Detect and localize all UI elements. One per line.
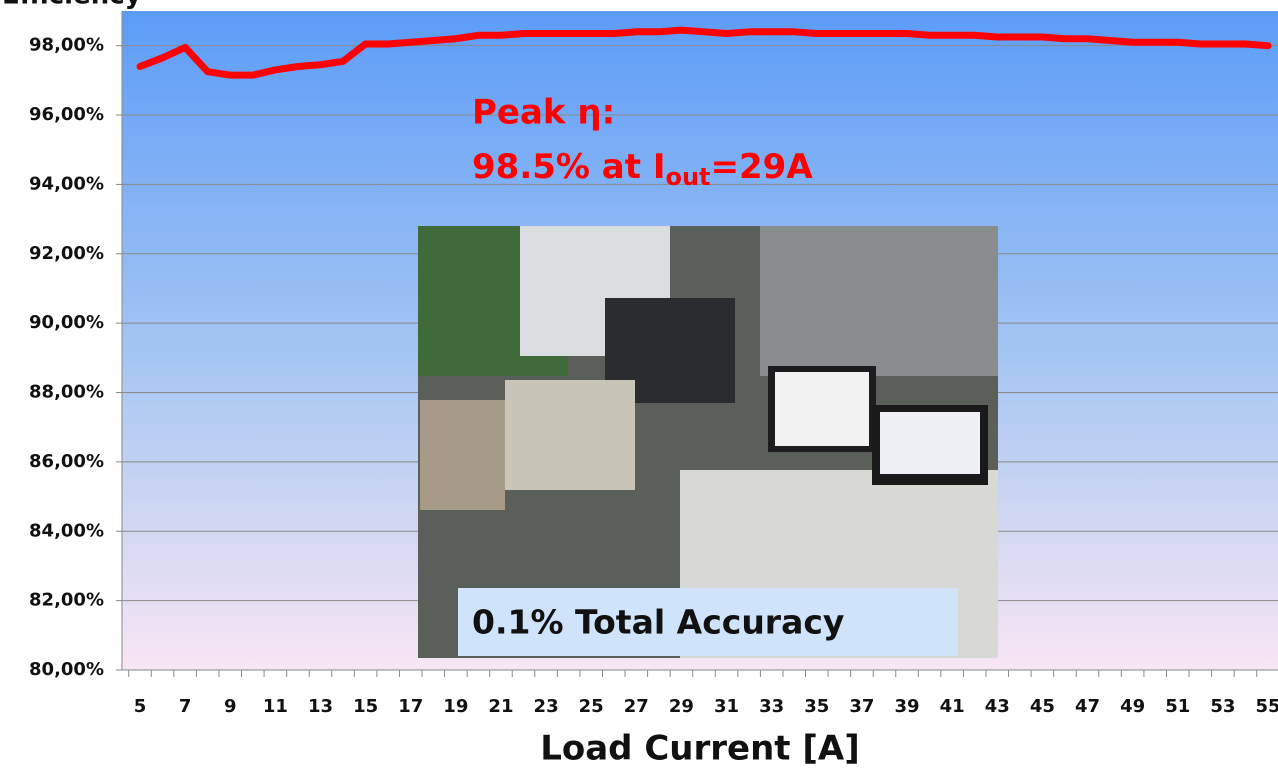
x-tick-label: 23	[534, 696, 559, 717]
x-tick-label: 33	[759, 696, 784, 717]
y-tick-label: 90,00%	[29, 312, 104, 333]
x-tick-label: 55	[1255, 696, 1278, 717]
y-tick-label: 96,00%	[29, 104, 104, 125]
annotation-text: =29A	[711, 147, 814, 187]
x-tick-label: 11	[263, 696, 288, 717]
x-tick-label: 19	[443, 696, 468, 717]
x-axis-title: Load Current [A]	[540, 729, 860, 769]
y-tick-label: 98,00%	[29, 35, 104, 56]
x-tick-label: 17	[398, 696, 423, 717]
x-tick-label: 13	[308, 696, 333, 717]
x-tick-label: 37	[849, 696, 874, 717]
x-tick-label: 7	[179, 696, 192, 717]
x-tick-label: 27	[624, 696, 649, 717]
page: Efficiency Load Current [A] 0.1% Total A…	[0, 0, 1278, 779]
x-tick-label: 45	[1030, 696, 1055, 717]
photo-rack	[760, 226, 998, 376]
y-tick-label: 86,00%	[29, 451, 104, 472]
y-tick-label: 84,00%	[29, 520, 104, 541]
x-tick-label: 21	[488, 696, 513, 717]
annotation: Peak η:	[472, 93, 615, 133]
y-tick-label: 80,00%	[29, 659, 104, 680]
y-tick-label: 82,00%	[29, 590, 104, 611]
x-tick-label: 25	[579, 696, 604, 717]
x-tick-label: 35	[804, 696, 829, 717]
y-tick-label: 88,00%	[29, 382, 104, 403]
inset-caption: 0.1% Total Accuracy	[472, 603, 844, 642]
photo-instruments	[420, 400, 505, 510]
x-tick-label: 9	[224, 696, 237, 717]
inset-photo: 0.1% Total Accuracy	[418, 226, 998, 658]
x-tick-label: 43	[985, 696, 1010, 717]
photo-laptop-screen	[880, 412, 980, 474]
x-tick-label: 31	[714, 696, 739, 717]
x-tick-label: 29	[669, 696, 694, 717]
photo-instruments	[505, 380, 635, 490]
x-tick-label: 15	[353, 696, 378, 717]
annotation-text: 98.5% at I	[472, 147, 665, 187]
annotation: 98.5% at Iout=29A	[472, 147, 813, 192]
y-tick-label: 94,00%	[29, 173, 104, 194]
photo-screen	[775, 372, 869, 446]
x-tick-label: 5	[134, 696, 147, 717]
annotation-subscript: out	[665, 163, 710, 191]
y-tick-label: 92,00%	[29, 243, 104, 264]
x-tick-label: 41	[940, 696, 965, 717]
x-tick-label: 39	[895, 696, 920, 717]
y-axis-title: Efficiency	[2, 0, 142, 11]
chart: Efficiency Load Current [A] 0.1% Total A…	[0, 0, 1278, 779]
x-tick-label: 53	[1210, 696, 1235, 717]
x-tick-label: 51	[1165, 696, 1190, 717]
x-tick-label: 47	[1075, 696, 1100, 717]
x-tick-label: 49	[1120, 696, 1145, 717]
